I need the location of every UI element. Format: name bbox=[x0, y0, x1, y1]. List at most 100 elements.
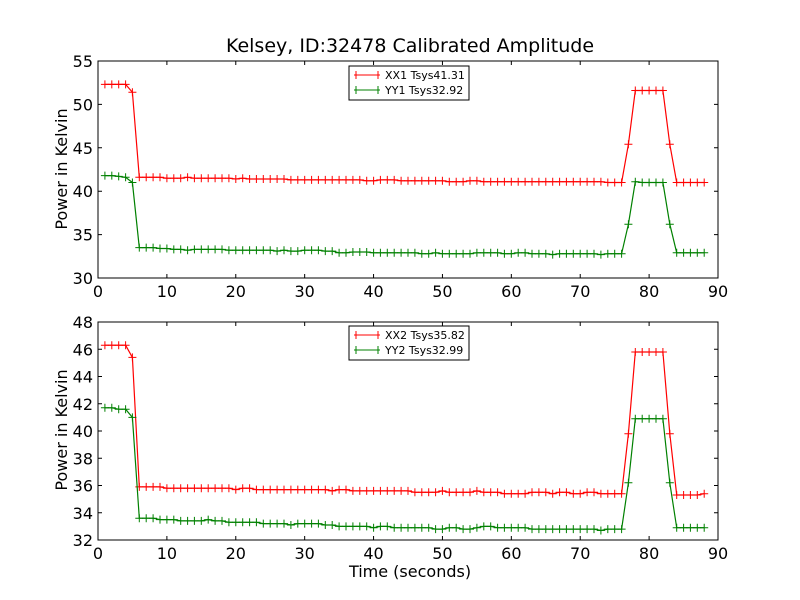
bottom-chart-point bbox=[169, 515, 178, 524]
top-chart-xtick-label: 70 bbox=[570, 282, 590, 301]
bottom-chart-point bbox=[459, 488, 468, 497]
bottom-chart-point bbox=[307, 485, 316, 494]
bottom-chart-point bbox=[176, 484, 185, 493]
bottom-chart-point bbox=[438, 486, 447, 495]
bottom-chart-point bbox=[204, 484, 213, 493]
top-chart-xtick-label: 60 bbox=[501, 282, 521, 301]
bottom-chart-point bbox=[190, 484, 199, 493]
bottom-chart-point bbox=[617, 525, 626, 534]
top-chart-point bbox=[555, 177, 564, 186]
bottom-chart-point bbox=[541, 488, 550, 497]
bottom-chart-point bbox=[128, 353, 137, 362]
bottom-chart-point bbox=[169, 484, 178, 493]
bottom-chart-point bbox=[576, 525, 585, 534]
top-chart-point bbox=[286, 247, 295, 256]
bottom-chart-point bbox=[569, 489, 578, 498]
top-chart-point bbox=[314, 175, 323, 184]
top-chart-ytick-label: 45 bbox=[73, 139, 93, 158]
bottom-chart-point bbox=[596, 526, 605, 535]
top-chart-point bbox=[197, 174, 206, 183]
bottom-chart-point bbox=[493, 523, 502, 532]
top-chart-point bbox=[224, 174, 233, 183]
bottom-chart-point bbox=[514, 489, 523, 498]
top-chart-point bbox=[631, 177, 640, 186]
top-chart-xtick-label: 40 bbox=[363, 282, 383, 301]
bottom-chart-point bbox=[610, 489, 619, 498]
top-chart-point bbox=[176, 174, 185, 183]
bottom-chart-xtick-label: 20 bbox=[226, 544, 246, 563]
top-chart-point bbox=[321, 175, 330, 184]
top-chart-point bbox=[548, 177, 557, 186]
bottom-chart-point bbox=[355, 486, 364, 495]
top-chart-point bbox=[590, 249, 598, 258]
bottom-chart-point bbox=[342, 522, 350, 531]
bottom-chart-point bbox=[176, 516, 185, 525]
top-chart-point bbox=[431, 248, 440, 257]
top-chart-ytick-label: 30 bbox=[73, 269, 93, 288]
bottom-chart-point bbox=[390, 486, 399, 495]
bottom-chart-point bbox=[293, 519, 302, 528]
bottom-chart-point bbox=[652, 414, 660, 423]
bottom-chart-point bbox=[355, 522, 364, 531]
top-chart-point bbox=[603, 249, 612, 258]
top-chart-ytick-label: 50 bbox=[73, 95, 93, 114]
top-chart-point bbox=[128, 178, 137, 187]
chart-title: Kelsey, ID:32478 Calibrated Amplitude bbox=[226, 35, 594, 57]
top-chart-point bbox=[410, 248, 419, 257]
top-chart-point bbox=[107, 171, 116, 180]
top-chart-point bbox=[569, 177, 578, 186]
bottom-chart-point bbox=[514, 523, 523, 532]
bottom-chart-point bbox=[445, 523, 454, 532]
bottom-chart-xtick-label: 70 bbox=[570, 544, 590, 563]
top-chart-point bbox=[211, 245, 220, 254]
bottom-chart-point bbox=[162, 515, 171, 524]
bottom-chart-point bbox=[424, 523, 433, 532]
top-chart-point bbox=[410, 176, 419, 185]
bottom-chart-point bbox=[521, 523, 530, 532]
top-chart-point bbox=[438, 176, 447, 185]
top-chart-point bbox=[245, 246, 254, 255]
bottom-chart-ytick-label: 46 bbox=[73, 340, 93, 359]
bottom-chart-point bbox=[466, 488, 474, 497]
bottom-chart-point bbox=[142, 514, 151, 523]
top-chart-point bbox=[610, 249, 619, 258]
top-chart: 0 10 20 30 40 50 60 70 80 90 30 35 40 45 50 55 Power in… bbox=[52, 52, 728, 301]
top-chart-point bbox=[472, 248, 481, 257]
bottom-chart-point bbox=[238, 518, 247, 527]
bottom-chart-point bbox=[700, 523, 709, 532]
top-chart-point bbox=[700, 178, 709, 187]
bottom-chart-ytick-label: 44 bbox=[73, 368, 93, 387]
top-chart-point bbox=[218, 245, 226, 254]
bottom-chart-point bbox=[590, 525, 598, 534]
bottom-chart-point bbox=[583, 488, 592, 497]
bottom-chart-point bbox=[404, 486, 412, 495]
top-chart-point bbox=[493, 248, 502, 257]
bottom-chart-point bbox=[114, 341, 123, 350]
top-chart-point bbox=[211, 174, 220, 183]
bottom-chart-point bbox=[658, 414, 667, 423]
bottom-chart-point bbox=[534, 525, 543, 534]
top-chart-point bbox=[603, 178, 612, 187]
top-chart-legend-label: XX1 Tsys41.31 bbox=[385, 69, 465, 82]
bottom-chart-point bbox=[562, 488, 571, 497]
top-chart-point bbox=[218, 174, 226, 183]
top-chart-point bbox=[238, 174, 247, 183]
top-chart-point bbox=[493, 177, 502, 186]
bottom-chart-point bbox=[286, 521, 295, 529]
top-chart-point bbox=[500, 249, 509, 258]
top-chart-point bbox=[576, 177, 585, 186]
bottom-chart-point bbox=[424, 488, 433, 497]
top-chart-point bbox=[541, 177, 550, 186]
bottom-chart-point bbox=[679, 523, 688, 532]
bottom-chart-point bbox=[445, 488, 454, 497]
top-chart-point bbox=[466, 176, 474, 185]
bottom-chart-point bbox=[410, 523, 419, 532]
bottom-chart-point bbox=[211, 516, 220, 525]
top-chart-point bbox=[534, 249, 543, 258]
bottom-chart-point bbox=[328, 486, 337, 495]
bottom-chart-point bbox=[204, 515, 213, 524]
top-chart-point bbox=[307, 175, 316, 184]
bottom-chart-point bbox=[521, 489, 530, 498]
bottom-chart-point bbox=[417, 523, 426, 532]
top-chart-point bbox=[348, 175, 357, 184]
